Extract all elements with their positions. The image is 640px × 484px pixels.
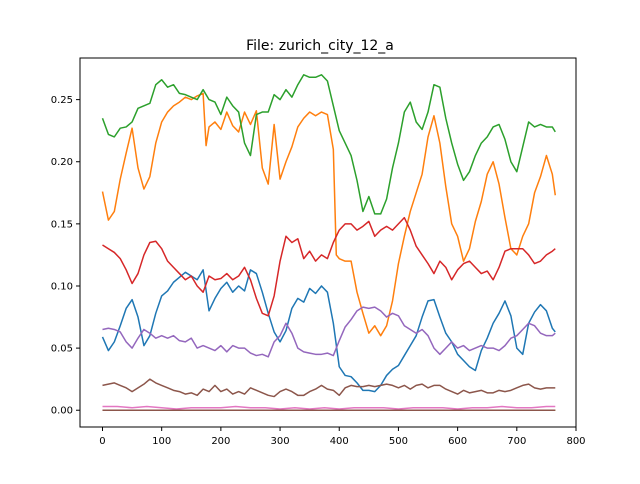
x-tick-label: 600: [448, 436, 467, 447]
series-line-5: [102, 306, 556, 358]
x-tick-label: 400: [330, 436, 349, 447]
series-layer: [101, 74, 557, 411]
y-tick-label: 0.05: [51, 344, 73, 355]
y-axis: 0.00 0.05 0.10 0.15 0.20 0.25: [51, 95, 80, 417]
y-tick-label: 0.15: [51, 219, 73, 230]
axes-frame: [79, 57, 577, 428]
series-line-3: [101, 74, 556, 215]
y-tick-label: 0.20: [51, 157, 73, 168]
x-tick-label: 700: [507, 436, 526, 447]
series-line-2: [101, 92, 557, 337]
y-tick-label: 0.10: [51, 281, 73, 292]
plot-area: [79, 57, 577, 428]
series-line-6: [102, 378, 556, 398]
chart-title: File: zurich_city_12_a: [246, 38, 394, 54]
y-tick-label: 0.25: [51, 95, 73, 106]
series-line-7: [102, 405, 556, 410]
series-line-4: [102, 216, 556, 317]
x-axis: 0 100 200 300 400 500 600 700 800: [99, 427, 586, 447]
x-tick-label: 200: [211, 436, 230, 447]
y-tick-label: 0.00: [51, 406, 73, 417]
x-tick-label: 300: [271, 436, 290, 447]
x-tick-label: 100: [152, 436, 171, 447]
x-tick-label: 800: [566, 436, 585, 447]
x-tick-label: 500: [389, 436, 408, 447]
x-tick-label: 0: [99, 436, 105, 447]
series-line-1: [101, 269, 556, 393]
